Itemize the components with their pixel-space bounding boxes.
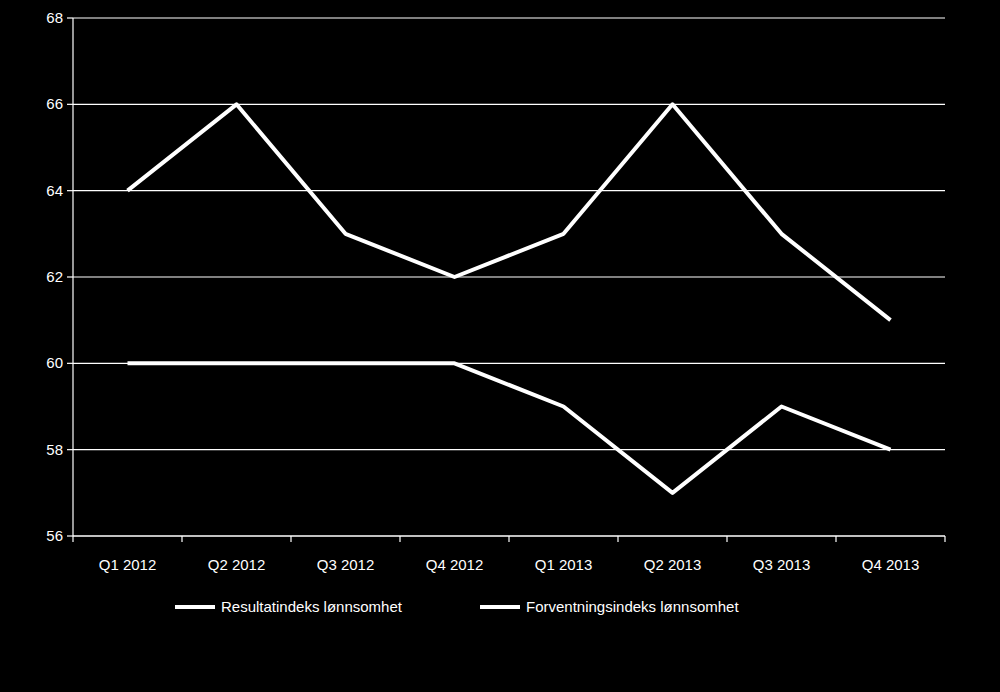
- grid-line: [73, 449, 945, 450]
- grid-line: [73, 17, 945, 18]
- y-tick: [67, 449, 73, 450]
- y-axis: [72, 18, 73, 536]
- x-tick-label: Q2 2013: [644, 556, 702, 573]
- y-tick-label: 62: [46, 268, 63, 285]
- y-tick-label: 64: [46, 182, 63, 199]
- legend-label: Forventningsindeks lønnsomhet: [526, 598, 739, 615]
- y-tick-label: 60: [46, 354, 63, 371]
- x-tick-divider: [399, 536, 400, 542]
- x-tick-divider: [726, 536, 727, 542]
- x-tick-label: Q1 2012: [99, 556, 157, 573]
- y-tick: [67, 104, 73, 105]
- y-tick: [67, 535, 73, 536]
- x-tick-divider: [508, 536, 509, 542]
- x-tick-label: Q3 2013: [753, 556, 811, 573]
- y-tick-label: 68: [46, 9, 63, 26]
- x-tick-label: Q4 2012: [426, 556, 484, 573]
- grid-line: [73, 190, 945, 191]
- x-tick-label: Q4 2013: [862, 556, 920, 573]
- y-tick-label: 58: [46, 441, 63, 458]
- x-tick-divider: [181, 536, 182, 542]
- y-tick: [67, 363, 73, 364]
- legend-label: Resultatindeks lønnsomhet: [221, 598, 403, 615]
- grid-line: [73, 276, 945, 277]
- x-tick-divider: [944, 536, 945, 542]
- chart: 56 58 60 62 64 66 68 Q1 2012 Q2 2012 Q3 2012 Q4 20…: [0, 0, 1000, 692]
- series-line: [128, 363, 891, 493]
- y-tick-label: 56: [46, 527, 63, 544]
- x-tick-divider: [617, 536, 618, 542]
- grid-line: [73, 104, 945, 105]
- legend-swatch: [175, 605, 215, 609]
- legend-swatch: [480, 605, 520, 609]
- x-tick-divider: [290, 536, 291, 542]
- x-tick-divider: [72, 536, 73, 542]
- x-tick-label: Q3 2012: [317, 556, 375, 573]
- y-tick: [67, 190, 73, 191]
- y-tick: [67, 17, 73, 18]
- x-tick-divider: [835, 536, 836, 542]
- series-line: [128, 104, 891, 320]
- series-group: [128, 104, 891, 493]
- y-tick: [67, 276, 73, 277]
- x-tick-label: Q2 2012: [208, 556, 266, 573]
- x-tick-label: Q1 2013: [535, 556, 593, 573]
- y-tick-label: 66: [46, 95, 63, 112]
